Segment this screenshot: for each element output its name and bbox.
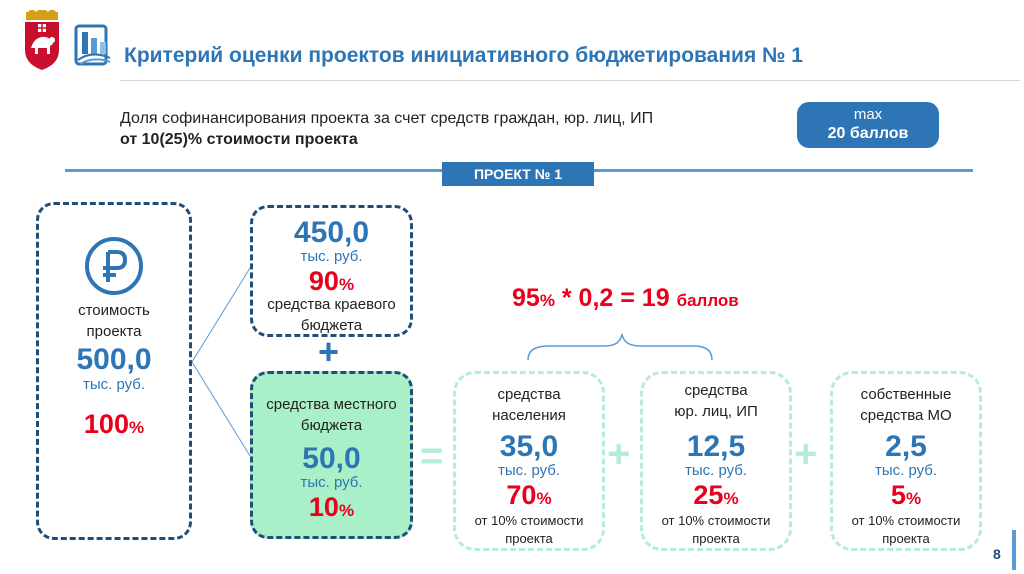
local-budget-box: средства местного бюджета 50,0 тыс. руб.… (250, 371, 413, 539)
cost-unit: тыс. руб. (82, 376, 146, 393)
cost-label-line1: стоимость (78, 302, 150, 319)
local-label-line1: средства местного (266, 396, 397, 413)
regional-label-line1: средства краевого (267, 296, 396, 313)
municipal-funds-box: собственные средства МО 2,5 тыс. руб. 5%… (830, 371, 982, 551)
regional-unit: тыс. руб. (300, 248, 363, 265)
criterion-line2: от 10(25)% стоимости проекта (120, 131, 358, 148)
municipal-label-line1: собственные (860, 386, 952, 403)
perm-krai-emblem-icon (22, 7, 62, 72)
local-unit: тыс. руб. (300, 474, 363, 491)
score-formula: 95% * 0,2 = 19 баллов (512, 284, 739, 312)
formula-unit: баллов (676, 291, 739, 310)
regional-label-line2: бюджета (300, 317, 363, 334)
ruble-icon (83, 235, 145, 297)
municipal-value: 2,5 (885, 430, 927, 463)
legal-percent: 25% (693, 480, 739, 510)
population-value: 35,0 (499, 430, 559, 463)
municipal-unit: тыс. руб. (874, 462, 938, 479)
regional-value: 450,0 (293, 216, 370, 249)
population-label-line2: населения (492, 407, 566, 424)
population-percent: 70% (506, 480, 552, 510)
max-score-badge: max 20 баллов (797, 102, 939, 148)
legal-entities-funds-box: средства юр. лиц, ИП 12,5 тыс. руб. 25% … (640, 371, 792, 551)
page-title: Критерий оценки проектов инициативного б… (124, 44, 803, 67)
population-note-line1: от 10% стоимости (474, 513, 584, 528)
header-divider (120, 80, 1020, 81)
legal-label-line2: юр. лиц, ИП (674, 403, 758, 420)
legal-value: 12,5 (686, 430, 746, 463)
plus-sign-green-2: + (794, 432, 818, 476)
criterion-line1: Доля софинансирования проекта за счет ср… (120, 110, 654, 127)
criterion-description: Доля софинансирования проекта за счет ср… (120, 108, 653, 150)
max-value: 20 баллов (827, 125, 909, 142)
formula-expression: * 0,2 = 19 (554, 284, 677, 312)
initiative-budget-logo-icon (74, 22, 112, 68)
legal-note-line2: проекта (692, 531, 740, 546)
cost-value: 500,0 (76, 343, 152, 376)
project-tab: ПРОЕКТ № 1 (442, 162, 594, 186)
plus-sign: + (318, 331, 340, 372)
page-number: 8 (993, 546, 1001, 562)
municipal-note-line1: от 10% стоимости (851, 513, 961, 528)
regional-percent: 90% (308, 266, 355, 296)
equals-sign: = (420, 434, 444, 478)
municipal-percent: 5% (890, 480, 922, 510)
formula-percent: 95 (512, 284, 540, 312)
plus-sign-green: + (607, 432, 631, 476)
population-label-line1: средства (497, 386, 561, 403)
project-cost-box: стоимость проекта 500,0 тыс. руб. 100% (36, 202, 192, 540)
municipal-label-line2: средства МО (860, 407, 952, 424)
page-accent-bar (1012, 530, 1016, 570)
local-value: 50,0 (302, 442, 361, 475)
population-note-line2: проекта (505, 531, 553, 546)
population-funds-box: средства населения 35,0 тыс. руб. 70% от… (453, 371, 605, 551)
cost-label-line2: проекта (86, 323, 142, 340)
population-unit: тыс. руб. (497, 462, 561, 479)
municipal-note-line2: проекта (882, 531, 930, 546)
legal-unit: тыс. руб. (684, 462, 748, 479)
local-percent: 10% (308, 492, 355, 522)
legal-note-line1: от 10% стоимости (661, 513, 771, 528)
regional-budget-box: 450,0 тыс. руб. 90% средства краевого бю… (250, 205, 413, 337)
max-label: max (853, 106, 883, 123)
legal-label-line1: средства (684, 382, 748, 399)
local-label-line2: бюджета (300, 417, 363, 434)
cost-percent: 100% (83, 409, 145, 439)
